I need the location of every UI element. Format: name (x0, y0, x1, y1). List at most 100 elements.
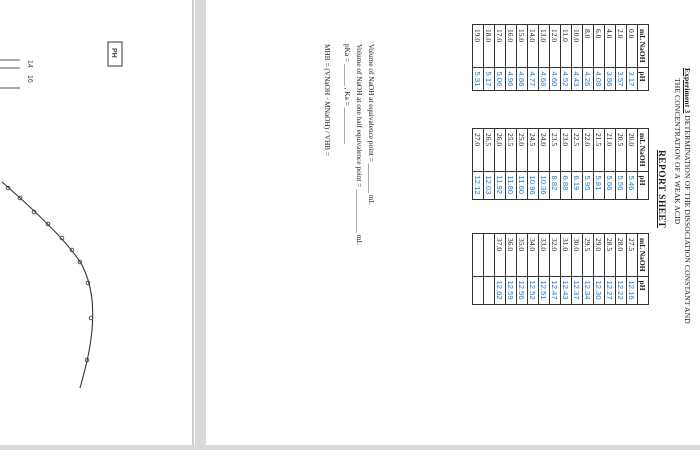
table-row: 6.0 4.08 (593, 24, 605, 91)
ph-cell[interactable]: 12.62 (494, 276, 506, 305)
ph-cell[interactable]: 4.52 (560, 67, 572, 91)
ph-cell[interactable]: 3.17 (626, 67, 638, 91)
data-point (69, 247, 75, 253)
ph-cell[interactable]: 3.57 (615, 67, 627, 91)
data-point (77, 259, 83, 265)
ph-cell[interactable]: 4.08 (593, 67, 605, 91)
ph-cell[interactable] (472, 276, 484, 305)
table-row: 31.0 12.43 (560, 233, 572, 305)
ph-cell[interactable]: 11.92 (494, 171, 506, 200)
volume-cell: 19.0 (472, 24, 484, 68)
ph-cell[interactable]: 11.60 (516, 171, 528, 200)
ph-cell[interactable] (483, 276, 495, 305)
ph-cell[interactable]: 5.66 (604, 171, 616, 200)
ph-cell[interactable]: 11.80 (505, 171, 517, 200)
question-half-equivalence-volume: Volume of NaOH at one half equivalence p… (355, 44, 364, 245)
ph-cell[interactable]: 4.77 (527, 67, 539, 91)
data-point (85, 280, 91, 286)
table-row: 0.0 3.17 (626, 24, 638, 91)
table-row: 22.0 5.95 (582, 128, 594, 200)
ph-cell[interactable]: 10.96 (527, 171, 539, 200)
ph-cell[interactable]: 12.27 (604, 276, 616, 305)
ph-cell[interactable]: 5.31 (472, 67, 484, 91)
table-row: 28.5 12.27 (604, 233, 616, 305)
table-row: 23.5 8.82 (549, 128, 561, 200)
ph-cell[interactable]: 4.26 (582, 67, 594, 91)
ph-cell[interactable]: 4.60 (549, 67, 561, 91)
q2-text: Volume of NaOH at one half equivalence p… (355, 44, 364, 188)
q3-pka-blank[interactable]: ______ (343, 63, 352, 86)
table-row: 20.5 5.56 (615, 128, 627, 200)
col-header-ph: pH (637, 171, 649, 200)
volume-cell: 33.0 (538, 233, 550, 277)
ph-cell[interactable]: 12.12 (472, 171, 484, 200)
table-row: 18.0 5.17 (483, 24, 495, 91)
ph-cell[interactable]: 10.36 (538, 171, 550, 200)
table-row: 25.0 11.60 (516, 128, 528, 200)
ph-cell[interactable]: 12.51 (538, 276, 550, 305)
ph-cell[interactable]: 12.03 (483, 171, 495, 200)
table-row: 19.0 5.31 (472, 24, 484, 91)
ph-cell[interactable]: 6.88 (560, 171, 572, 200)
q1-answer-blank[interactable]: ________ (367, 163, 376, 193)
ph-axis-label: PH (110, 48, 117, 58)
ph-cell[interactable]: 12.47 (549, 276, 561, 305)
ph-cell[interactable]: 12.52 (527, 276, 539, 305)
volume-cell: 29.5 (582, 233, 594, 277)
volume-cell: 36.0 (505, 233, 517, 277)
ph-cell[interactable]: 5.06 (494, 67, 506, 91)
ph-cell[interactable]: 12.34 (582, 276, 594, 305)
ph-cell[interactable]: 12.37 (571, 276, 583, 305)
q4-formula: MHB = (VNaOH · MNaOH) / VHB = (323, 44, 332, 157)
ph-cell[interactable]: 4.43 (571, 67, 583, 91)
volume-cell: 20.5 (615, 128, 627, 172)
table-row (472, 233, 484, 305)
table-row: 24.0 10.36 (538, 128, 550, 200)
ph-cell[interactable]: 12.56 (516, 276, 528, 305)
ph-cell[interactable]: 8.82 (549, 171, 561, 200)
ph-cell[interactable]: 4.96 (505, 67, 517, 91)
q1-unit: mL (367, 194, 376, 205)
ph-cell[interactable]: 5.46 (626, 171, 638, 200)
table-row: 13.0 4.68 (538, 24, 550, 91)
ph-cell[interactable]: 4.86 (516, 67, 528, 91)
ph-cell[interactable]: 5.95 (582, 171, 594, 200)
table-row: 8.0 4.26 (582, 24, 594, 91)
volume-cell: 30.0 (571, 233, 583, 277)
report-sheet-page: Experiment 3 DETERMINATION OF THE DISSOC… (206, 0, 700, 445)
col-header-ph: pH (637, 67, 649, 91)
volume-cell: 25.5 (505, 128, 517, 172)
volume-cell: 28.5 (604, 233, 616, 277)
volume-cell: 29.0 (593, 233, 605, 277)
ph-cell[interactable]: 3.86 (604, 67, 616, 91)
volume-cell: 22.5 (571, 128, 583, 172)
ph-cell[interactable]: 5.56 (615, 171, 627, 200)
ph-cell[interactable]: 5.17 (483, 67, 495, 91)
ph-cell[interactable]: 12.22 (615, 276, 627, 305)
report-sheet-title: REPORT SHEET (656, 150, 666, 228)
graph-page: 16 14 PH (0, 0, 195, 445)
ph-cell[interactable]: 4.68 (538, 67, 550, 91)
volume-cell: 32.0 (549, 233, 561, 277)
table-header-row: mL NaOH pH (637, 24, 649, 91)
data-point (45, 221, 51, 227)
q2-answer-blank[interactable]: ____________ (355, 189, 364, 233)
table-row: 28.0 12.22 (615, 233, 627, 305)
volume-cell: 11.0 (560, 24, 572, 68)
q3-ka-blank[interactable]: __________ (343, 107, 352, 145)
ph-cell[interactable]: 6.19 (571, 171, 583, 200)
ph-cell[interactable]: 12.30 (593, 276, 605, 305)
data-point (5, 185, 11, 191)
ph-cell[interactable]: 12.16 (626, 276, 638, 305)
volume-cell (472, 233, 484, 277)
ph-cell[interactable]: 12.43 (560, 276, 572, 305)
ph-cell[interactable]: 12.59 (505, 276, 517, 305)
table-row: 21.0 5.66 (604, 128, 616, 200)
volume-cell: 24.5 (527, 128, 539, 172)
table-row: 17.0 5.06 (494, 24, 506, 91)
ph-cell[interactable]: 5.81 (593, 171, 605, 200)
data-point (88, 315, 94, 321)
q1-text: Volume of NaOH at equivalence point = (367, 44, 376, 162)
table-row: 2.0 3.57 (615, 24, 627, 91)
volume-cell (483, 233, 495, 277)
